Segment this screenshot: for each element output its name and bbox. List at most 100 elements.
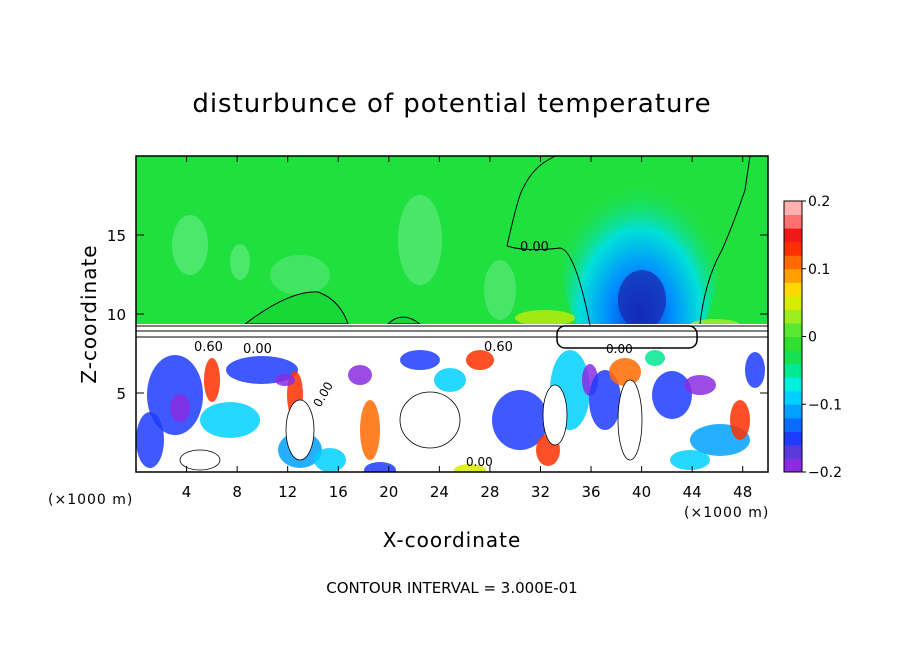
x-axis: 4 8 12 16 20 24 28 32 36 40 44 48 bbox=[182, 156, 752, 501]
x-tick-label: 32 bbox=[531, 483, 550, 501]
colorbar-segment bbox=[784, 417, 802, 432]
contour-label: 0.00 bbox=[520, 240, 549, 255]
contour-label: 0.00 bbox=[606, 342, 633, 356]
field-blob bbox=[147, 355, 203, 435]
field-plume bbox=[562, 156, 718, 370]
field-light-patch bbox=[270, 255, 330, 295]
y-axis-unit: (×1000 m) bbox=[48, 492, 133, 508]
x-axis-unit: (×1000 m) bbox=[684, 505, 769, 521]
field-light-patch bbox=[230, 244, 250, 280]
field-hill bbox=[386, 316, 422, 325]
field-plume-core bbox=[618, 270, 666, 330]
field-light-patch bbox=[484, 260, 516, 320]
colorbar-segment bbox=[784, 431, 802, 446]
y-axis: 5 10 15 bbox=[107, 227, 768, 403]
x-tick-label: 20 bbox=[379, 483, 398, 501]
x-tick-label: 48 bbox=[733, 483, 752, 501]
contour-label: 0.60 bbox=[484, 340, 513, 355]
contour-line bbox=[699, 156, 751, 325]
field-blob bbox=[200, 402, 260, 438]
colorbar-segment bbox=[784, 444, 802, 459]
colorbar-tick-label: 0.2 bbox=[808, 194, 830, 210]
contour-label: 0.00 bbox=[243, 342, 272, 357]
field-light-patch bbox=[398, 195, 442, 285]
colorbar-segment bbox=[784, 282, 802, 297]
x-tick-label: 8 bbox=[232, 483, 242, 501]
contour-label: 0.60 bbox=[194, 340, 223, 355]
field-blob bbox=[454, 464, 486, 472]
field-blob bbox=[170, 394, 190, 422]
field-blob bbox=[730, 400, 750, 440]
field-blob bbox=[314, 448, 346, 472]
contour-label: 0.00 bbox=[466, 455, 493, 469]
colorbar-segment bbox=[784, 214, 802, 229]
x-tick-label: 4 bbox=[182, 483, 192, 501]
field-blob bbox=[745, 352, 765, 388]
field-blob bbox=[684, 375, 716, 395]
colorbar-tick-label: 0 bbox=[808, 330, 817, 346]
field-blob bbox=[348, 365, 372, 385]
colorbar: 0.2 0.1 0 −0.1 −0.2 bbox=[783, 194, 842, 481]
colorbar-segment bbox=[784, 255, 802, 270]
colorbar-segment bbox=[784, 404, 802, 419]
plot-area bbox=[136, 156, 768, 472]
field-warm-patch bbox=[515, 310, 575, 326]
colorbar-segment bbox=[784, 336, 802, 351]
contour-interval-footer: CONTOUR INTERVAL = 3.000E-01 bbox=[326, 579, 577, 597]
x-tick-label: 44 bbox=[683, 483, 702, 501]
x-axis-label: X-coordinate bbox=[383, 528, 522, 552]
x-tick-label: 28 bbox=[480, 483, 499, 501]
field-blob bbox=[670, 450, 710, 470]
field-blob bbox=[609, 358, 641, 386]
field-light-patch bbox=[172, 215, 208, 275]
y-tick-label: 5 bbox=[116, 385, 126, 403]
field-blob bbox=[589, 370, 621, 430]
field-blob bbox=[275, 374, 295, 386]
colorbar-segment bbox=[784, 309, 802, 324]
field-blob bbox=[492, 390, 548, 450]
colorbar-segment bbox=[784, 268, 802, 283]
field-gap bbox=[179, 449, 221, 471]
field-hill bbox=[243, 291, 349, 325]
y-axis-label: Z-coordinate bbox=[77, 244, 101, 383]
field-gap bbox=[617, 379, 643, 461]
y-tick-label: 10 bbox=[107, 306, 126, 324]
colorbar-segment bbox=[784, 363, 802, 378]
colorbar-segment bbox=[784, 201, 802, 216]
colorbar-segment bbox=[784, 350, 802, 365]
field-blob bbox=[466, 350, 494, 370]
x-tick-label: 24 bbox=[430, 483, 449, 501]
field-gap bbox=[399, 391, 461, 449]
field-blob bbox=[360, 400, 380, 460]
field-gap bbox=[285, 399, 315, 461]
x-tick-label: 16 bbox=[329, 483, 348, 501]
field-blob bbox=[434, 368, 466, 392]
field-blob bbox=[136, 412, 164, 468]
x-tick-label: 12 bbox=[278, 483, 297, 501]
field-blob bbox=[652, 371, 692, 419]
colorbar-segment bbox=[784, 241, 802, 256]
field-gap bbox=[542, 384, 568, 446]
colorbar-segment bbox=[784, 458, 802, 473]
field-blob bbox=[364, 462, 396, 472]
colorbar-segment bbox=[784, 295, 802, 310]
colorbar-segment bbox=[784, 390, 802, 405]
y-tick-label: 15 bbox=[107, 227, 126, 245]
x-tick-label: 40 bbox=[632, 483, 651, 501]
colorbar-tick-label: −0.1 bbox=[808, 397, 842, 413]
chart-title: disturbunce of potential temperature bbox=[192, 89, 711, 119]
field-blob bbox=[204, 358, 220, 402]
colorbar-segment bbox=[784, 228, 802, 243]
contour-line bbox=[506, 245, 591, 326]
contour-line bbox=[556, 325, 698, 349]
contour-line bbox=[506, 156, 556, 247]
field-blob bbox=[645, 350, 665, 366]
colorbar-segment bbox=[784, 377, 802, 392]
colorbar-tick-label: −0.2 bbox=[808, 465, 842, 481]
x-tick-label: 36 bbox=[581, 483, 600, 501]
colorbar-tick-label: 0.1 bbox=[808, 262, 830, 278]
field-blob bbox=[400, 350, 440, 370]
colorbar-segment bbox=[784, 322, 802, 337]
lower-blobs bbox=[136, 350, 765, 472]
